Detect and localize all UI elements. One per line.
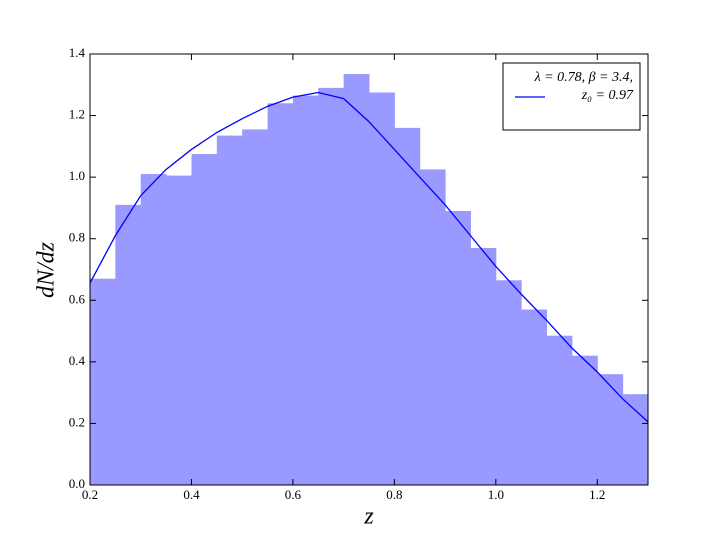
x-tick-label: 0.8	[386, 487, 402, 502]
bar	[495, 280, 522, 485]
bar	[318, 87, 345, 485]
bar	[166, 175, 192, 485]
bar	[292, 95, 319, 485]
bar	[140, 174, 167, 486]
legend-label: λ = 0.78, β = 3.4, z₀ = 0.97	[534, 70, 633, 103]
bar	[115, 204, 142, 485]
y-axis-label: dN/dz	[34, 241, 60, 298]
plot-frame	[89, 53, 649, 486]
bar	[191, 154, 218, 485]
bar	[394, 127, 421, 485]
y-tick-label: 0.8	[69, 230, 85, 245]
bar	[90, 278, 116, 485]
bar	[445, 211, 471, 485]
x-axis-label: z	[363, 504, 374, 530]
x-tick-label: 1.0	[488, 487, 504, 502]
bar	[419, 169, 446, 486]
bar	[470, 247, 497, 485]
y-tick-label: 0.0	[69, 476, 85, 491]
bar	[242, 129, 269, 486]
bar	[216, 135, 243, 485]
y-tick-label: 1.4	[69, 45, 86, 60]
x-tick-label: 0.6	[285, 487, 302, 502]
bar	[521, 309, 548, 485]
bar	[267, 103, 294, 485]
bar	[546, 335, 573, 485]
x-tick-label: 0.4	[183, 487, 200, 502]
x-tick-label: 0.2	[82, 487, 98, 502]
bar	[369, 92, 395, 485]
y-tick-label: 1.0	[69, 168, 85, 183]
bar	[622, 394, 649, 485]
y-tick-label: 0.6	[69, 291, 86, 306]
y-tick-label: 0.2	[69, 414, 85, 429]
y-tick-label: 1.2	[69, 107, 85, 122]
line	[89, 91, 649, 423]
y-tick-label: 0.4	[69, 353, 86, 368]
bar	[571, 355, 598, 485]
bar	[597, 374, 624, 485]
bar	[343, 74, 370, 485]
x-tick-label: 1.2	[589, 487, 605, 502]
